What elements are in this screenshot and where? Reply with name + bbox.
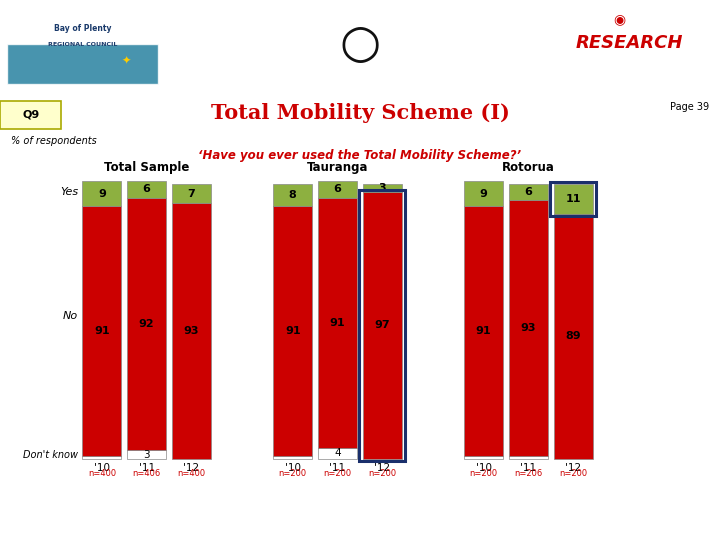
Bar	[172, 184, 211, 203]
Bar	[127, 198, 166, 450]
Text: '11: '11	[138, 463, 155, 473]
Text: '10: '10	[94, 463, 110, 473]
Text: 91: 91	[285, 326, 300, 336]
Bar	[464, 456, 503, 458]
Text: 11: 11	[565, 194, 581, 204]
Bar	[127, 450, 166, 458]
Bar	[550, 181, 596, 217]
Text: n=200: n=200	[279, 469, 307, 478]
Text: n=200: n=200	[469, 469, 498, 478]
Text: 93: 93	[184, 326, 199, 336]
Text: 92: 92	[139, 319, 154, 329]
Text: 3: 3	[379, 183, 386, 193]
Text: Bay of Plenty: Bay of Plenty	[54, 24, 112, 33]
Bar	[274, 456, 312, 458]
Text: KEY: KEY	[536, 34, 576, 52]
Bar	[509, 200, 548, 456]
Text: n=200: n=200	[559, 469, 588, 478]
Text: Yes: Yes	[60, 187, 78, 197]
Text: 97: 97	[374, 320, 390, 330]
Text: ‘Have you ever used the Total Mobility Scheme?’: ‘Have you ever used the Total Mobility S…	[199, 149, 521, 162]
Text: 4: 4	[334, 448, 341, 458]
Text: RESEARCH: RESEARCH	[576, 34, 683, 52]
Text: Total Sample: Total Sample	[104, 161, 189, 174]
Bar	[82, 206, 121, 456]
Bar	[127, 181, 166, 198]
Text: Tauranga: Tauranga	[307, 161, 368, 174]
Bar	[464, 206, 503, 456]
Text: n=206: n=206	[514, 469, 542, 478]
Text: 6: 6	[143, 184, 150, 194]
Text: Q9: Q9	[22, 109, 40, 119]
Bar	[82, 181, 121, 206]
Text: n=200: n=200	[323, 469, 351, 478]
Bar	[318, 181, 357, 198]
Bar	[274, 206, 312, 456]
Text: 91: 91	[330, 318, 346, 328]
Bar	[363, 192, 402, 458]
Bar	[509, 184, 548, 200]
Text: No: No	[63, 311, 78, 321]
Bar	[554, 214, 593, 458]
Text: '12: '12	[565, 463, 581, 473]
Text: Page 39: Page 39	[670, 103, 709, 112]
Text: '10: '10	[476, 463, 492, 473]
Text: ○: ○	[339, 22, 381, 67]
Text: Total Mobility Scheme (I): Total Mobility Scheme (I)	[210, 103, 510, 123]
Text: 9: 9	[98, 188, 106, 199]
Text: Rotorua: Rotorua	[502, 161, 555, 174]
FancyBboxPatch shape	[0, 101, 61, 129]
Text: ◉: ◉	[613, 12, 625, 26]
Text: 93: 93	[521, 323, 536, 333]
Text: '12: '12	[184, 463, 199, 473]
Text: The majority of bus users have Never used the Total Mobility Scheme (93%). Over : The majority of bus users have Never use…	[50, 497, 670, 506]
Text: Don't know: Don't know	[23, 449, 78, 460]
Bar	[172, 203, 211, 458]
Text: % of respondents: % of respondents	[11, 137, 96, 146]
Text: 8: 8	[289, 190, 297, 200]
Text: '11: '11	[330, 463, 346, 473]
Bar	[509, 456, 548, 458]
Text: n=400: n=400	[177, 469, 205, 478]
Bar	[82, 456, 121, 458]
Text: 3: 3	[143, 449, 150, 460]
Text: n=406: n=406	[132, 469, 161, 478]
Text: 6: 6	[333, 184, 341, 194]
Text: '12: '12	[374, 463, 390, 473]
Text: 89: 89	[565, 332, 581, 341]
Bar	[464, 181, 503, 206]
Text: '11: '11	[521, 463, 536, 473]
Bar	[359, 190, 405, 461]
Text: n=400: n=400	[88, 469, 116, 478]
Text: 91: 91	[476, 326, 492, 336]
Bar	[7, 5, 158, 84]
Bar	[554, 184, 593, 214]
Text: ◉: ◉	[339, 22, 381, 67]
Text: REGIONAL COUNCIL: REGIONAL COUNCIL	[48, 42, 117, 47]
Text: n=200: n=200	[368, 469, 396, 478]
Text: Mobility Scheme (11%) compared with only 3% of Tauranga bus users.: Mobility Scheme (11%) compared with only…	[192, 517, 528, 526]
Text: 6: 6	[524, 187, 532, 197]
Text: ✦: ✦	[121, 56, 131, 65]
Text: 91: 91	[94, 326, 109, 336]
Bar	[318, 198, 357, 448]
Bar	[274, 184, 312, 206]
Bar	[318, 448, 357, 458]
Text: 9: 9	[480, 188, 487, 199]
Bar	[7, 44, 158, 84]
Text: 7: 7	[187, 188, 195, 199]
Bar	[363, 184, 402, 192]
Text: '10: '10	[284, 463, 301, 473]
